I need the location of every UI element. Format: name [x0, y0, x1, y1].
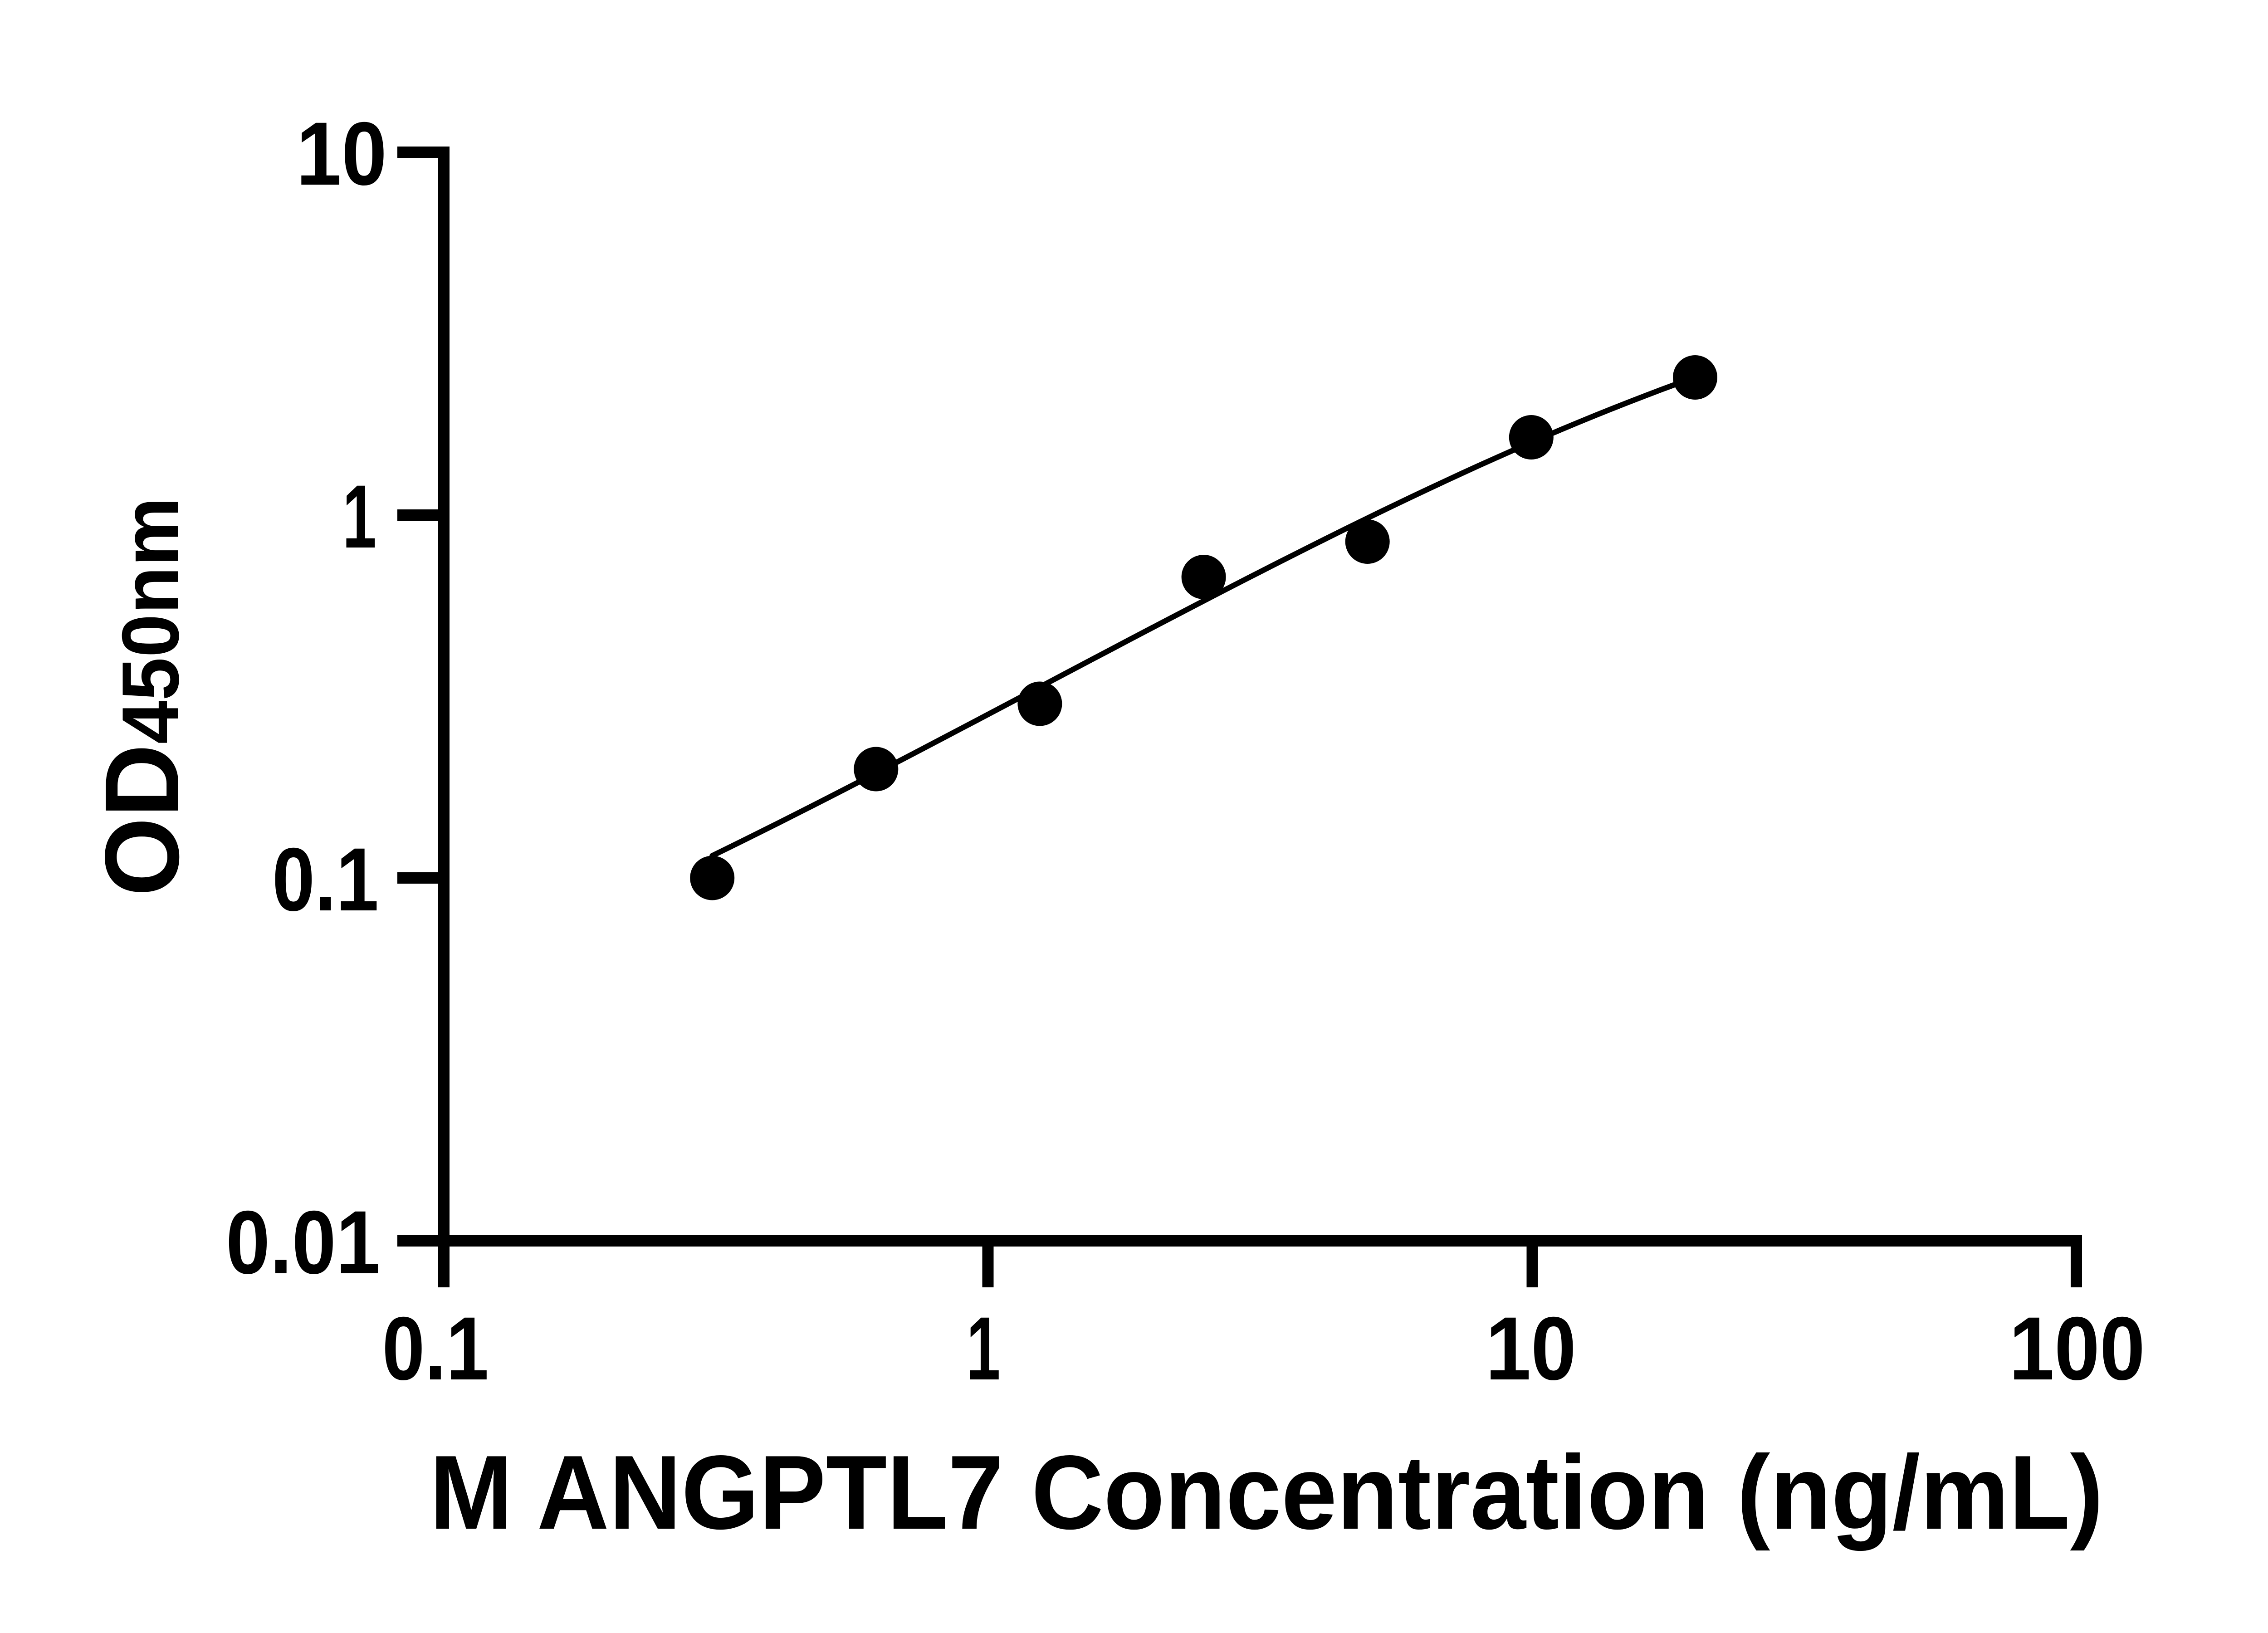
svg-text:10: 10	[296, 103, 387, 204]
svg-text:1: 1	[342, 466, 376, 567]
svg-text:OD450nm: OD450nm	[83, 497, 201, 896]
svg-text:0.1: 0.1	[272, 829, 379, 929]
svg-text:10: 10	[1486, 1298, 1576, 1398]
svg-text:100: 100	[2009, 1298, 2145, 1398]
svg-text:0.1: 0.1	[382, 1298, 489, 1398]
svg-text:0.01: 0.01	[226, 1192, 380, 1292]
svg-text:M ANGPTL7 Concentration (ng/mL: M ANGPTL7 Concentration (ng/mL)	[430, 1434, 2103, 1551]
svg-text:1: 1	[967, 1298, 1001, 1398]
